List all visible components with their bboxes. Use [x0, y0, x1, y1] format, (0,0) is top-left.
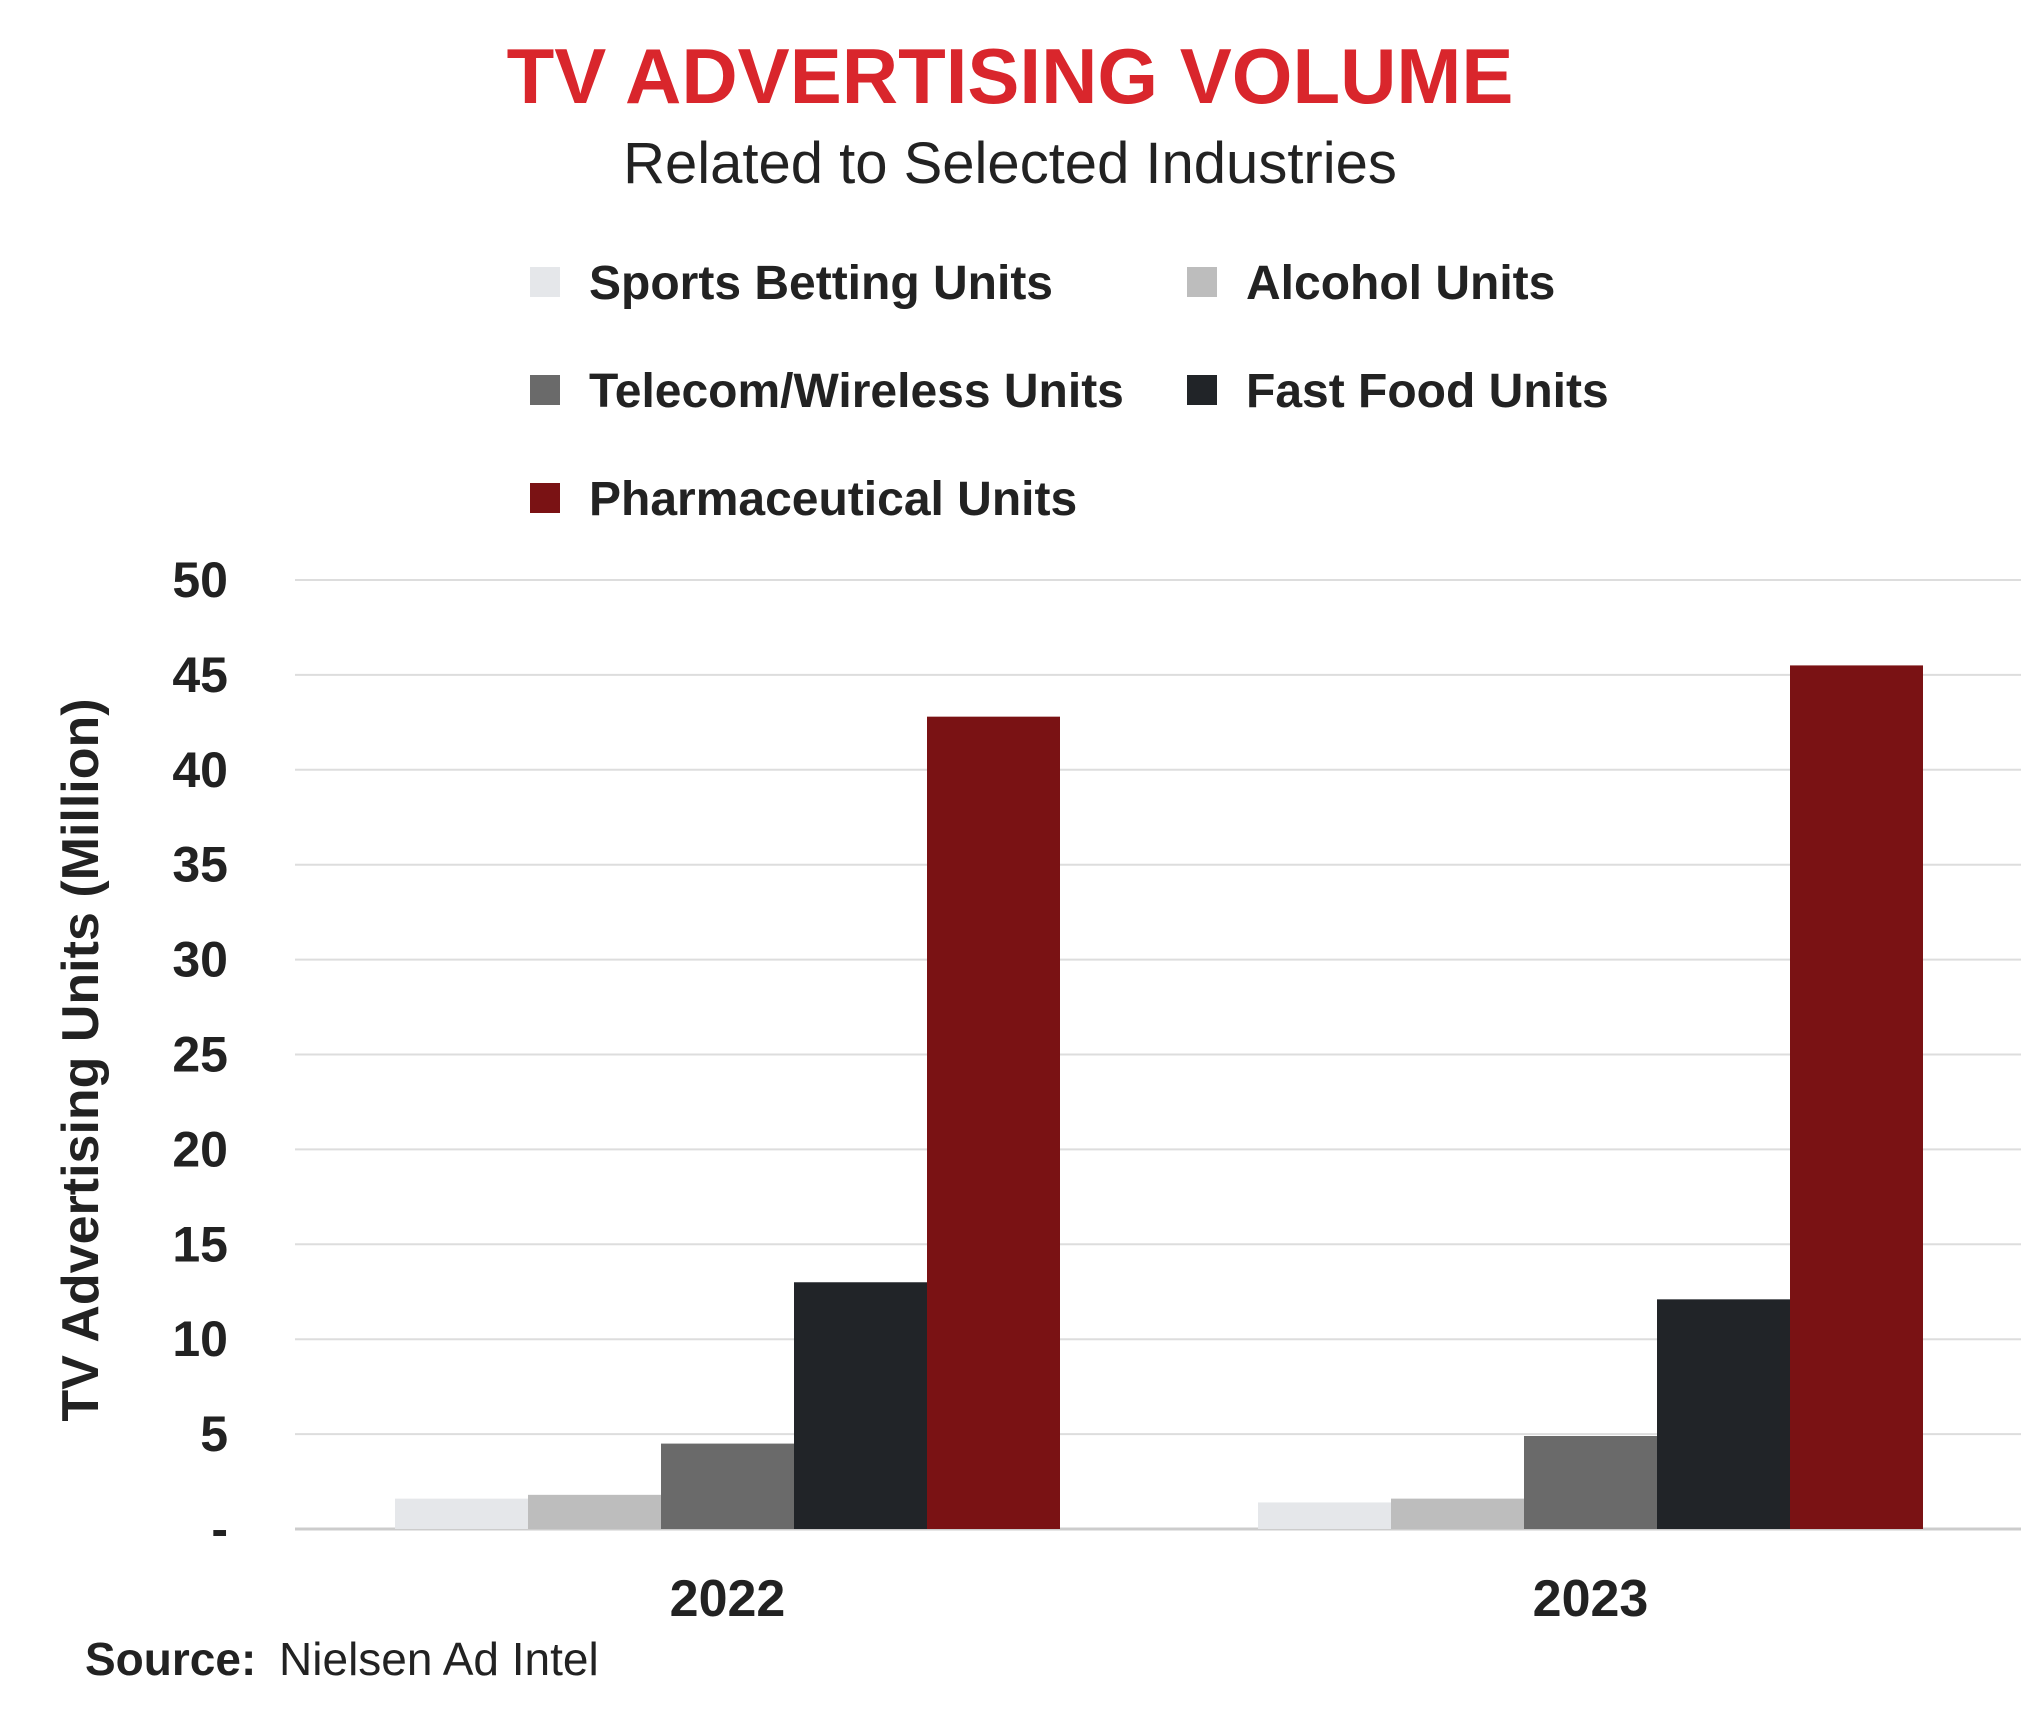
y-tick-label: 30 [172, 932, 228, 988]
source-note: Source: Nielsen Ad Intel [85, 1633, 599, 1685]
legend-label: Telecom/Wireless Units [589, 365, 1124, 418]
y-tick-label: 45 [172, 647, 228, 703]
x-tick-label: 2022 [670, 1570, 786, 1628]
bar [1790, 665, 1923, 1529]
legend-swatch [1187, 375, 1217, 405]
y-tick-label: 40 [172, 742, 228, 798]
legend-swatch [530, 267, 560, 297]
bar [1258, 1502, 1391, 1529]
bars [395, 665, 1923, 1529]
y-tick-label: 50 [172, 552, 228, 608]
y-tick-label: - [211, 1501, 228, 1557]
y-tick-label: 35 [172, 837, 228, 893]
legend-label: Alcohol Units [1246, 257, 1555, 310]
y-tick-label: 5 [200, 1406, 228, 1462]
source-text: Nielsen Ad Intel [279, 1633, 599, 1685]
chart-title: TV ADVERTISING VOLUME [507, 32, 1514, 120]
bar [661, 1443, 794, 1529]
legend-swatch [530, 375, 560, 405]
bar [1391, 1498, 1524, 1529]
bar [528, 1494, 661, 1529]
y-axis-ticks: - 5 10 15 20 25 30 35 40 45 50 [172, 552, 228, 1557]
y-tick-label: 20 [172, 1121, 228, 1177]
x-axis-ticks: 2022 2023 [670, 1570, 1649, 1628]
bar [1657, 1299, 1790, 1529]
y-axis-label: TV Advertising Units (Million) [52, 698, 110, 1421]
x-tick-label: 2023 [1533, 1570, 1649, 1628]
y-tick-label: 25 [172, 1027, 228, 1083]
bar [395, 1498, 528, 1529]
legend-label: Pharmaceutical Units [589, 473, 1077, 526]
bar [927, 716, 1060, 1529]
chart-subtitle: Related to Selected Industries [623, 131, 1397, 196]
source-label: Source: [85, 1633, 256, 1685]
y-tick-label: 10 [172, 1311, 228, 1367]
y-tick-label: 15 [172, 1216, 228, 1272]
bar [794, 1282, 927, 1529]
bar [1524, 1435, 1657, 1529]
gridlines [295, 579, 2021, 1531]
legend: Sports Betting Units Alcohol Units Telecom… [530, 257, 1609, 526]
legend-swatch [1187, 267, 1217, 297]
legend-label: Sports Betting Units [589, 257, 1053, 310]
legend-label: Fast Food Units [1246, 365, 1609, 418]
legend-swatch [530, 483, 560, 513]
